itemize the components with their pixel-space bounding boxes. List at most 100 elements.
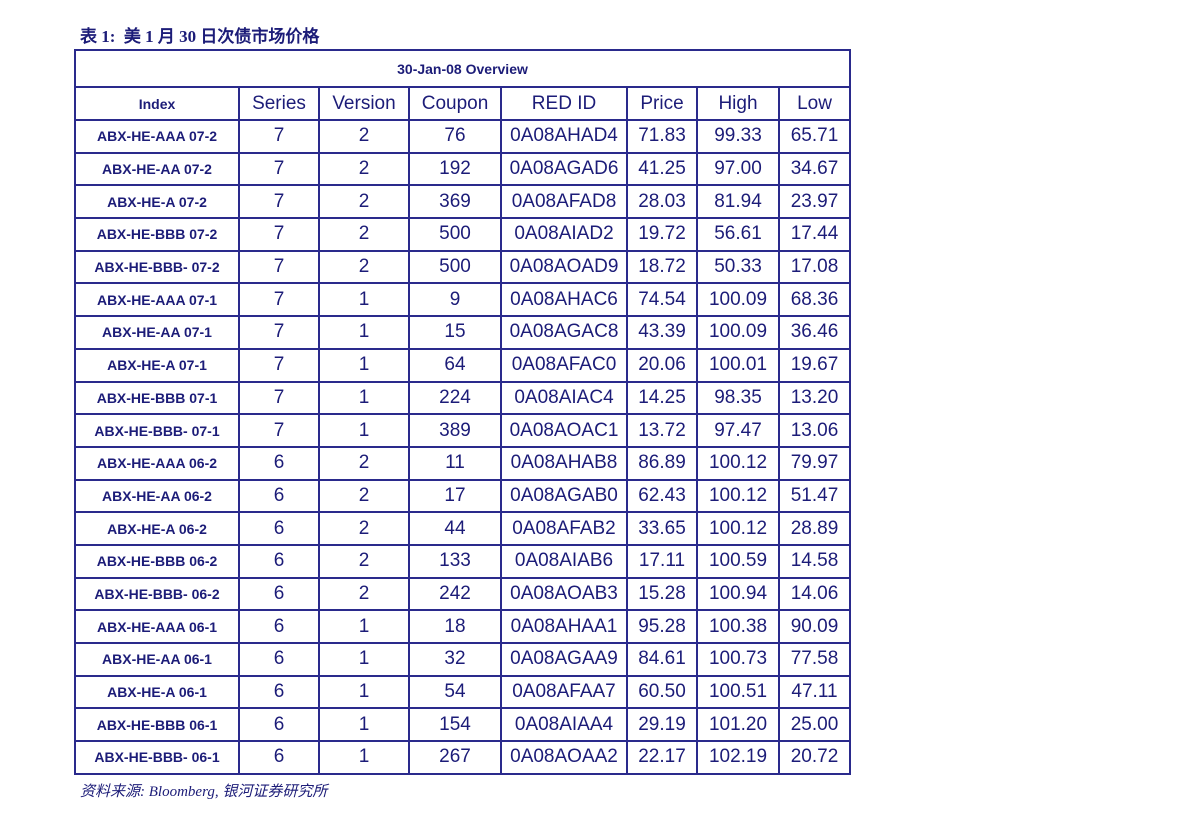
table-cell: ABX-HE-AAA 07-2 — [74, 119, 240, 154]
table-cell: 1 — [318, 347, 410, 383]
table-cell: 0A08AGAA9 — [500, 642, 628, 677]
table-cell: 2 — [318, 543, 410, 579]
table-cell: 74.54 — [626, 282, 698, 318]
table-cell: 28.03 — [626, 184, 698, 220]
column-header: Version — [318, 86, 410, 121]
table-cell: 86.89 — [626, 445, 698, 481]
table-caption: 30-Jan-08 Overview — [74, 49, 851, 88]
table-cell: 33.65 — [626, 511, 698, 546]
table-cell: 0A08AFAB2 — [500, 511, 628, 546]
data-row: ABX-HE-AA 07-2 7 2 192 0A08AGAD6 41.25 97.00 34… — [74, 151, 851, 187]
table-cell: 6 — [238, 445, 320, 481]
table-cell: 18 — [408, 609, 502, 644]
table-cell: 65.71 — [778, 119, 851, 154]
table-cell: 19.72 — [626, 217, 698, 252]
table-cell: 47.11 — [778, 674, 851, 710]
table-cell: 500 — [408, 249, 502, 285]
table-cell: 7 — [238, 315, 320, 350]
data-row: ABX-HE-BBB- 07-2 7 2 500 0A08AOAD9 18.72 50.33… — [74, 249, 851, 285]
table-cell: 22.17 — [626, 740, 698, 775]
table-cell: ABX-HE-BBB 07-1 — [74, 380, 240, 416]
data-row: ABX-HE-BBB- 06-1 6 1 267 0A08AOAA2 22.17 102.1… — [74, 740, 851, 775]
table-cell: 1 — [318, 609, 410, 644]
table-cell: ABX-HE-BBB 07-2 — [74, 217, 240, 252]
table-cell: 1 — [318, 707, 410, 743]
table-cell: 14.06 — [778, 576, 851, 612]
table-cell: 14.25 — [626, 380, 698, 416]
table-cell: 0A08AGAD6 — [500, 151, 628, 187]
table-cell: 25.00 — [778, 707, 851, 743]
table-cell: 6 — [238, 674, 320, 710]
table-cell: 0A08AGAC8 — [500, 315, 628, 350]
table-cell: 90.09 — [778, 609, 851, 644]
table-cell: 6 — [238, 707, 320, 743]
table-cell: 17 — [408, 478, 502, 514]
table-cell: 192 — [408, 151, 502, 187]
table-cell: 1 — [318, 413, 410, 448]
table-cell: 224 — [408, 380, 502, 416]
table-cell: 100.12 — [696, 478, 780, 514]
data-row: ABX-HE-AAA 06-1 6 1 18 0A08AHAA1 95.28 100.38 9… — [74, 609, 851, 644]
table-cell: 1 — [318, 674, 410, 710]
data-row: ABX-HE-A 07-2 7 2 369 0A08AFAD8 28.03 81.94 23.… — [74, 184, 851, 220]
table-cell: 0A08AIAD2 — [500, 217, 628, 252]
data-row: ABX-HE-BBB 07-1 7 1 224 0A08AIAC4 14.25 98.35 1… — [74, 380, 851, 416]
data-row: ABX-HE-AAA 07-1 7 1 9 0A08AHAC6 74.54 100.09 68… — [74, 282, 851, 318]
table-cell: 0A08AOAD9 — [500, 249, 628, 285]
table-cell: 7 — [238, 249, 320, 285]
table-cell: 13.72 — [626, 413, 698, 448]
table-cell: 51.47 — [778, 478, 851, 514]
table-cell: 500 — [408, 217, 502, 252]
table-cell: 102.19 — [696, 740, 780, 775]
table-cell: 97.47 — [696, 413, 780, 448]
table-cell: 2 — [318, 576, 410, 612]
table-cell: 43.39 — [626, 315, 698, 350]
table-cell: 0A08AFAD8 — [500, 184, 628, 220]
table-cell: 2 — [318, 249, 410, 285]
table-cell: 2 — [318, 151, 410, 187]
column-header: RED ID — [500, 86, 628, 121]
table-cell: 6 — [238, 511, 320, 546]
source-note: 资料来源: Bloomberg, 银河证券研究所 — [80, 784, 328, 800]
table-cell: 100.94 — [696, 576, 780, 612]
table-title: 表 1: 美 1 月 30 日次债市场价格 — [80, 27, 320, 46]
table-cell: ABX-HE-AA 06-2 — [74, 478, 240, 514]
column-header: Price — [626, 86, 698, 121]
table-cell: 41.25 — [626, 151, 698, 187]
table-cell: 97.00 — [696, 151, 780, 187]
table-cell: 13.06 — [778, 413, 851, 448]
table-cell: 100.09 — [696, 315, 780, 350]
table-cell: 1 — [318, 380, 410, 416]
table-cell: 2 — [318, 445, 410, 481]
table-cell: 154 — [408, 707, 502, 743]
table-cell: 2 — [318, 184, 410, 220]
table-cell: 34.67 — [778, 151, 851, 187]
column-header: Series — [238, 86, 320, 121]
table-cell: 267 — [408, 740, 502, 775]
table-cell: 0A08AIAA4 — [500, 707, 628, 743]
table-cell: ABX-HE-AA 07-2 — [74, 151, 240, 187]
table-cell: 0A08AFAC0 — [500, 347, 628, 383]
table-cell: 32 — [408, 642, 502, 677]
price-table: 30-Jan-08 Overview Index Series Version Cou… — [74, 49, 851, 775]
table-cell: 1 — [318, 740, 410, 775]
table-cell: 68.36 — [778, 282, 851, 318]
data-row: ABX-HE-AA 07-1 7 1 15 0A08AGAC8 43.39 100.09 36… — [74, 315, 851, 350]
table-cell: 14.58 — [778, 543, 851, 579]
data-row: ABX-HE-BBB 06-1 6 1 154 0A08AIAA4 29.19 101.20… — [74, 707, 851, 743]
table-cell: 2 — [318, 478, 410, 514]
header-row: Index Series Version Coupon RED ID Price High L… — [74, 86, 851, 121]
table-cell: ABX-HE-AAA 07-1 — [74, 282, 240, 318]
table-cell: 11 — [408, 445, 502, 481]
table-cell: 100.51 — [696, 674, 780, 710]
table-cell: ABX-HE-BBB 06-1 — [74, 707, 240, 743]
table-cell: 389 — [408, 413, 502, 448]
data-row: ABX-HE-AA 06-1 6 1 32 0A08AGAA9 84.61 100.73 77… — [74, 642, 851, 677]
data-row: ABX-HE-A 06-1 6 1 54 0A08AFAA7 60.50 100.51 47.… — [74, 674, 851, 710]
table-cell: 0A08AFAA7 — [500, 674, 628, 710]
table-cell: 7 — [238, 413, 320, 448]
table-cell: 242 — [408, 576, 502, 612]
table-cell: 20.72 — [778, 740, 851, 775]
table-cell: 0A08AHAC6 — [500, 282, 628, 318]
table-cell: 76 — [408, 119, 502, 154]
